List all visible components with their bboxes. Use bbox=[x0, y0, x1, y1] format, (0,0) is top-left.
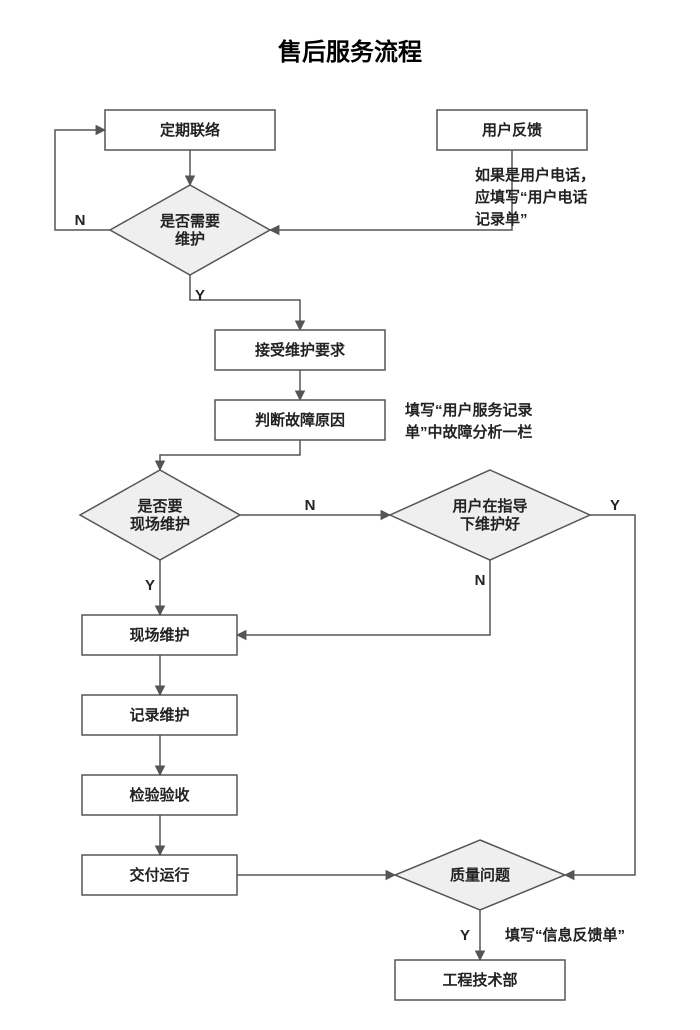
edge-label: Y bbox=[195, 287, 205, 304]
edge-label: N bbox=[475, 572, 486, 589]
node-label: 检验验收 bbox=[129, 786, 189, 804]
node-label: 交付运行 bbox=[129, 866, 189, 884]
annotation-text: 填写“信息反馈单” bbox=[505, 926, 625, 944]
node-label: 工程技术部 bbox=[442, 971, 517, 989]
nodes-layer: 定期联络用户反馈是否需要维护接受维护要求判断故障原因是否要现场维护用户在指导下维… bbox=[80, 110, 590, 1000]
annotation-text: 填写“用户服务记录单”中故障分析一栏 bbox=[405, 401, 533, 441]
decision-diamond bbox=[80, 470, 240, 560]
node-label: 判断故障原因 bbox=[255, 411, 345, 429]
node-label: 记录维护 bbox=[129, 706, 189, 724]
node-label: 接受维护要求 bbox=[255, 341, 346, 359]
flowchart-canvas: 售后服务流程NYNYNYY定期联络用户反馈是否需要维护接受维护要求判断故障原因是… bbox=[0, 0, 700, 1030]
flow-edge bbox=[190, 275, 300, 330]
node-label: 质量问题 bbox=[450, 866, 511, 884]
node-label: 用户反馈 bbox=[482, 121, 542, 139]
annotation-text: 如果是用户电话，应填写“用户电话记录单” bbox=[475, 166, 595, 228]
node-label: 是否要现场维护 bbox=[130, 498, 190, 533]
flow-edge bbox=[237, 560, 490, 635]
edge-label: Y bbox=[460, 927, 470, 944]
annotations-layer: 如果是用户电话，应填写“用户电话记录单” 填写“用户服务记录单”中故障分析一栏填写… bbox=[405, 166, 625, 944]
edge-label: Y bbox=[145, 577, 155, 594]
node-label: 定期联络 bbox=[160, 121, 220, 139]
decision-diamond bbox=[390, 470, 590, 560]
node-label: 现场维护 bbox=[129, 626, 189, 644]
flow-edge bbox=[160, 440, 300, 470]
chart-title: 售后服务流程 bbox=[278, 38, 422, 66]
edge-label: N bbox=[75, 212, 86, 229]
flow-edge bbox=[565, 515, 635, 875]
edge-label: N bbox=[305, 497, 316, 514]
edge-label: Y bbox=[610, 497, 620, 514]
decision-diamond bbox=[110, 185, 270, 275]
